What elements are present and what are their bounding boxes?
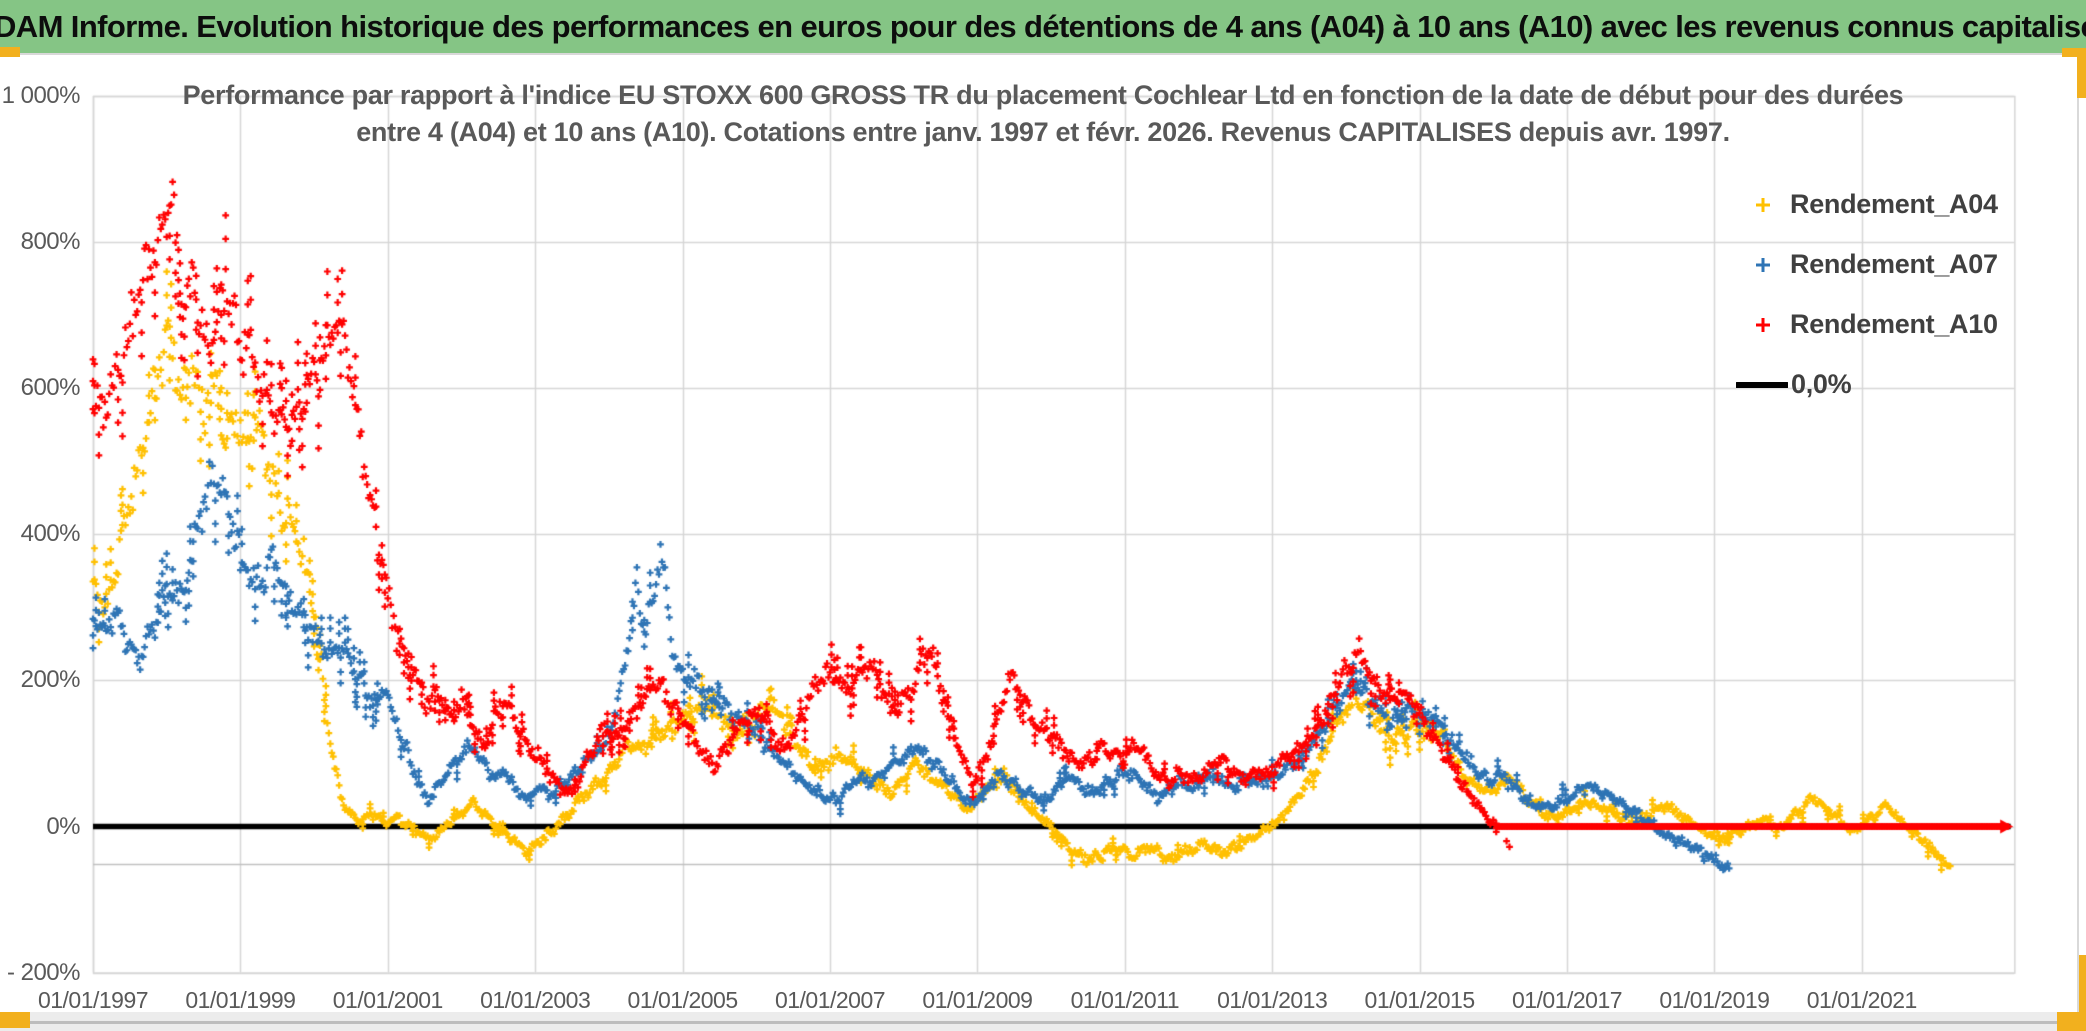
x-tick-label: 01/01/1997 xyxy=(37,987,149,1013)
y-tick-label: 600% xyxy=(20,374,81,402)
x-tick-label: 01/01/1999 xyxy=(185,987,296,1013)
legend-entry-zero-line[interactable]: 0,0% xyxy=(1736,366,1998,403)
selection-handle-top-right-v[interactable] xyxy=(2077,48,2086,98)
performance-chart[interactable]: Performance par rapport à l'indice EU ST… xyxy=(0,55,2086,1013)
chart-title-line2: entre 4 (A04) et 10 ans (A10). Cotations… xyxy=(356,117,1730,147)
legend-label: Rendement_A10 xyxy=(1790,309,1998,339)
legend-label: Rendement_A07 xyxy=(1790,249,1998,279)
header-banner: ADAM Informe. Evolution historique des p… xyxy=(0,0,2086,55)
header-title: ADAM Informe. Evolution historique des p… xyxy=(0,8,2086,44)
selection-handle-bottom-right[interactable] xyxy=(2057,1012,2086,1031)
legend-entry-a04[interactable]: Rendement_A04 xyxy=(1736,186,1998,223)
x-tick-label: 01/01/2007 xyxy=(774,987,886,1013)
y-tick-label: - 200% xyxy=(6,958,81,986)
selection-handle-right-bottom[interactable] xyxy=(2079,955,2086,1031)
chart-legend[interactable]: Rendement_A04 Rendement_A07 Rendement_A1… xyxy=(1736,186,1998,426)
selection-handle-bottom-left[interactable] xyxy=(0,1012,30,1028)
legend-label: 0,0% xyxy=(1791,369,1852,399)
bottom-strip-rule xyxy=(0,1021,2086,1024)
x-tick-label: 01/01/2009 xyxy=(922,987,1033,1013)
y-tick-label: 800% xyxy=(20,228,81,256)
scatter-plot-canvas[interactable] xyxy=(0,55,2086,1012)
plus-marker-icon-a07 xyxy=(1736,257,1790,273)
legend-entry-a10[interactable]: Rendement_A10 xyxy=(1736,306,1998,343)
x-tick-label: 01/01/2019 xyxy=(1659,987,1770,1013)
x-tick-label: 01/01/2013 xyxy=(1217,987,1328,1013)
x-tick-label: 01/01/2015 xyxy=(1364,987,1476,1013)
x-tick-label: 01/01/2017 xyxy=(1511,987,1623,1013)
x-tick-label: 01/01/2003 xyxy=(480,987,591,1013)
y-tick-label: 400% xyxy=(20,520,81,548)
x-tick-label: 01/01/2021 xyxy=(1806,987,1918,1013)
y-tick-label: 1 000% xyxy=(1,82,81,109)
plus-marker-icon-a04 xyxy=(1736,197,1790,213)
y-tick-label: 0% xyxy=(46,812,80,840)
x-tick-label: 01/01/2011 xyxy=(1070,987,1180,1013)
selection-handle-top-right-h[interactable] xyxy=(2062,48,2086,57)
plus-marker-icon-a10 xyxy=(1736,317,1790,333)
x-tick-label: 01/01/2005 xyxy=(627,987,739,1013)
chart-title: Performance par rapport à l'indice EU ST… xyxy=(183,77,1904,151)
chart-right-border xyxy=(2077,55,2079,1012)
bottom-scroll-strip[interactable] xyxy=(0,1012,2086,1031)
x-tick-label: 01/01/2001 xyxy=(332,987,444,1013)
legend-entry-a07[interactable]: Rendement_A07 xyxy=(1736,246,1998,283)
chart-title-line1: Performance par rapport à l'indice EU ST… xyxy=(182,80,1904,110)
y-tick-label: 200% xyxy=(20,666,81,694)
legend-label: Rendement_A04 xyxy=(1790,189,1998,219)
selection-handle-top-left[interactable] xyxy=(0,47,20,57)
zero-line-icon xyxy=(1736,381,1790,389)
